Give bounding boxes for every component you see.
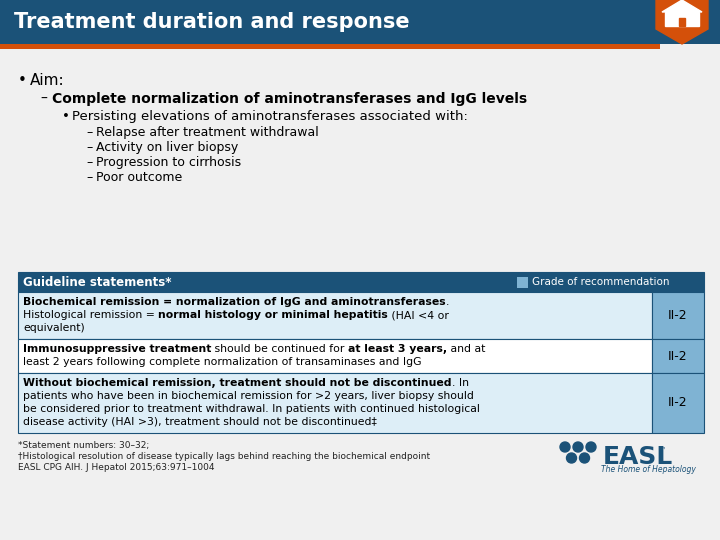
Polygon shape — [679, 18, 685, 26]
Circle shape — [580, 453, 590, 463]
Text: •: • — [18, 73, 27, 88]
Text: and at: and at — [447, 344, 486, 354]
Bar — [652, 292, 704, 339]
Bar — [517, 276, 528, 287]
Polygon shape — [656, 0, 708, 44]
Text: (HAI <4 or: (HAI <4 or — [388, 310, 449, 320]
Text: Relapse after treatment withdrawal: Relapse after treatment withdrawal — [96, 126, 319, 139]
Bar — [18, 292, 652, 339]
Text: *Statement numbers: 30–32;: *Statement numbers: 30–32; — [18, 441, 149, 450]
Text: equivalent): equivalent) — [23, 323, 85, 333]
Circle shape — [586, 442, 596, 452]
Circle shape — [560, 442, 570, 452]
Text: Aim:: Aim: — [30, 73, 65, 88]
Bar — [18, 272, 704, 292]
Text: Treatment duration and response: Treatment duration and response — [14, 12, 410, 32]
Text: –: – — [40, 92, 47, 106]
Text: should be continued for: should be continued for — [212, 344, 348, 354]
Text: Progression to cirrhosis: Progression to cirrhosis — [96, 156, 241, 169]
Bar — [0, 44, 660, 49]
Text: Immunosuppressive treatment: Immunosuppressive treatment — [23, 344, 212, 354]
Text: Poor outcome: Poor outcome — [96, 171, 182, 184]
Text: ™: ™ — [658, 446, 667, 455]
Text: be considered prior to treatment withdrawal. In patients with continued histolog: be considered prior to treatment withdra… — [23, 404, 480, 414]
Bar — [652, 373, 704, 433]
Text: †Histological resolution of disease typically lags behind reaching the biochemic: †Histological resolution of disease typi… — [18, 452, 430, 461]
Text: Complete normalization of aminotransferases and IgG levels: Complete normalization of aminotransfera… — [52, 92, 527, 106]
Text: II-2: II-2 — [668, 349, 688, 362]
Text: II-2: II-2 — [668, 309, 688, 322]
Bar — [18, 373, 652, 433]
Bar — [0, 0, 720, 44]
Text: normal histology or minimal hepatitis: normal histology or minimal hepatitis — [158, 310, 388, 320]
Bar — [652, 339, 704, 373]
Text: Persisting elevations of aminotransferases associated with:: Persisting elevations of aminotransferas… — [72, 110, 468, 123]
Text: Guideline statements*: Guideline statements* — [23, 275, 171, 288]
Text: Histological remission =: Histological remission = — [23, 310, 158, 320]
Text: Biochemical remission = normalization of IgG and aminotransferases: Biochemical remission = normalization of… — [23, 297, 446, 307]
Text: EASL CPG AIH. J Hepatol 2015;63:971–1004: EASL CPG AIH. J Hepatol 2015;63:971–1004 — [18, 463, 215, 472]
Text: –: – — [86, 141, 92, 154]
Text: Activity on liver biopsy: Activity on liver biopsy — [96, 141, 238, 154]
Text: disease activity (HAI >3), treatment should not be discontinued‡: disease activity (HAI >3), treatment sho… — [23, 417, 377, 427]
Text: patients who have been in biochemical remission for >2 years, liver biopsy shoul: patients who have been in biochemical re… — [23, 391, 474, 401]
Circle shape — [573, 442, 583, 452]
Text: .: . — [446, 297, 449, 307]
Polygon shape — [665, 12, 699, 26]
Text: least 2 years following complete normalization of transaminases and IgG: least 2 years following complete normali… — [23, 357, 421, 367]
Text: •: • — [62, 110, 70, 123]
Text: The Home of Hepatology: The Home of Hepatology — [601, 465, 696, 474]
Text: Grade of recommendation: Grade of recommendation — [532, 277, 670, 287]
Text: at least 3 years,: at least 3 years, — [348, 344, 447, 354]
Text: EASL: EASL — [603, 445, 673, 469]
Text: . In: . In — [451, 378, 469, 388]
Text: –: – — [86, 156, 92, 169]
Text: –: – — [86, 171, 92, 184]
Polygon shape — [662, 0, 702, 12]
Text: Without biochemical remission, treatment should not be discontinued: Without biochemical remission, treatment… — [23, 378, 451, 388]
Bar — [18, 339, 652, 373]
Circle shape — [567, 453, 577, 463]
Text: II-2: II-2 — [668, 396, 688, 409]
Text: –: – — [86, 126, 92, 139]
